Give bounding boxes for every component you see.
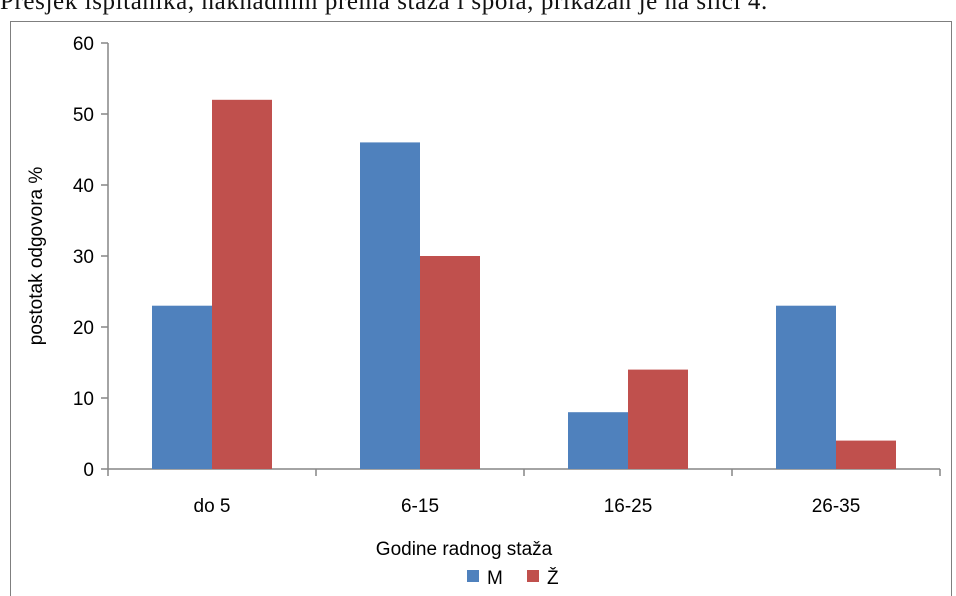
bar-z-0 bbox=[212, 99, 272, 470]
bar-m-3 bbox=[776, 305, 836, 469]
bar-m-0 bbox=[152, 305, 212, 469]
legend-swatch-z bbox=[527, 570, 539, 582]
bar-m-2 bbox=[568, 412, 628, 469]
legend-label-z: Ž bbox=[547, 567, 559, 589]
y-tick-label: 20 bbox=[73, 318, 94, 339]
y-tick-label: 60 bbox=[73, 34, 94, 55]
y-tick-label: 40 bbox=[73, 176, 94, 197]
bar-m-1 bbox=[360, 142, 420, 469]
x-tick-label: do 5 bbox=[194, 496, 231, 517]
caption-text: Presjek ispitanika, naknadnim prema staž… bbox=[0, 0, 768, 15]
bar-z-1 bbox=[420, 256, 480, 469]
x-axis-title: Godine radnog staža bbox=[376, 539, 553, 560]
y-tick-label: 10 bbox=[73, 389, 94, 410]
chart-frame bbox=[10, 21, 952, 596]
bar-z-3 bbox=[836, 440, 896, 469]
x-tick-label: 16-25 bbox=[604, 496, 653, 517]
y-tick-label: 0 bbox=[83, 460, 94, 481]
y-tick-label: 30 bbox=[73, 247, 94, 268]
legend-swatch-m bbox=[467, 570, 479, 582]
x-tick-label: 6-15 bbox=[401, 496, 439, 517]
legend-label-m: M bbox=[487, 568, 503, 589]
bar-z-2 bbox=[628, 369, 688, 469]
y-axis-title: postotak odgovora % bbox=[26, 167, 47, 346]
y-tick-label: 50 bbox=[73, 105, 94, 126]
x-tick-label: 26-35 bbox=[812, 496, 861, 517]
